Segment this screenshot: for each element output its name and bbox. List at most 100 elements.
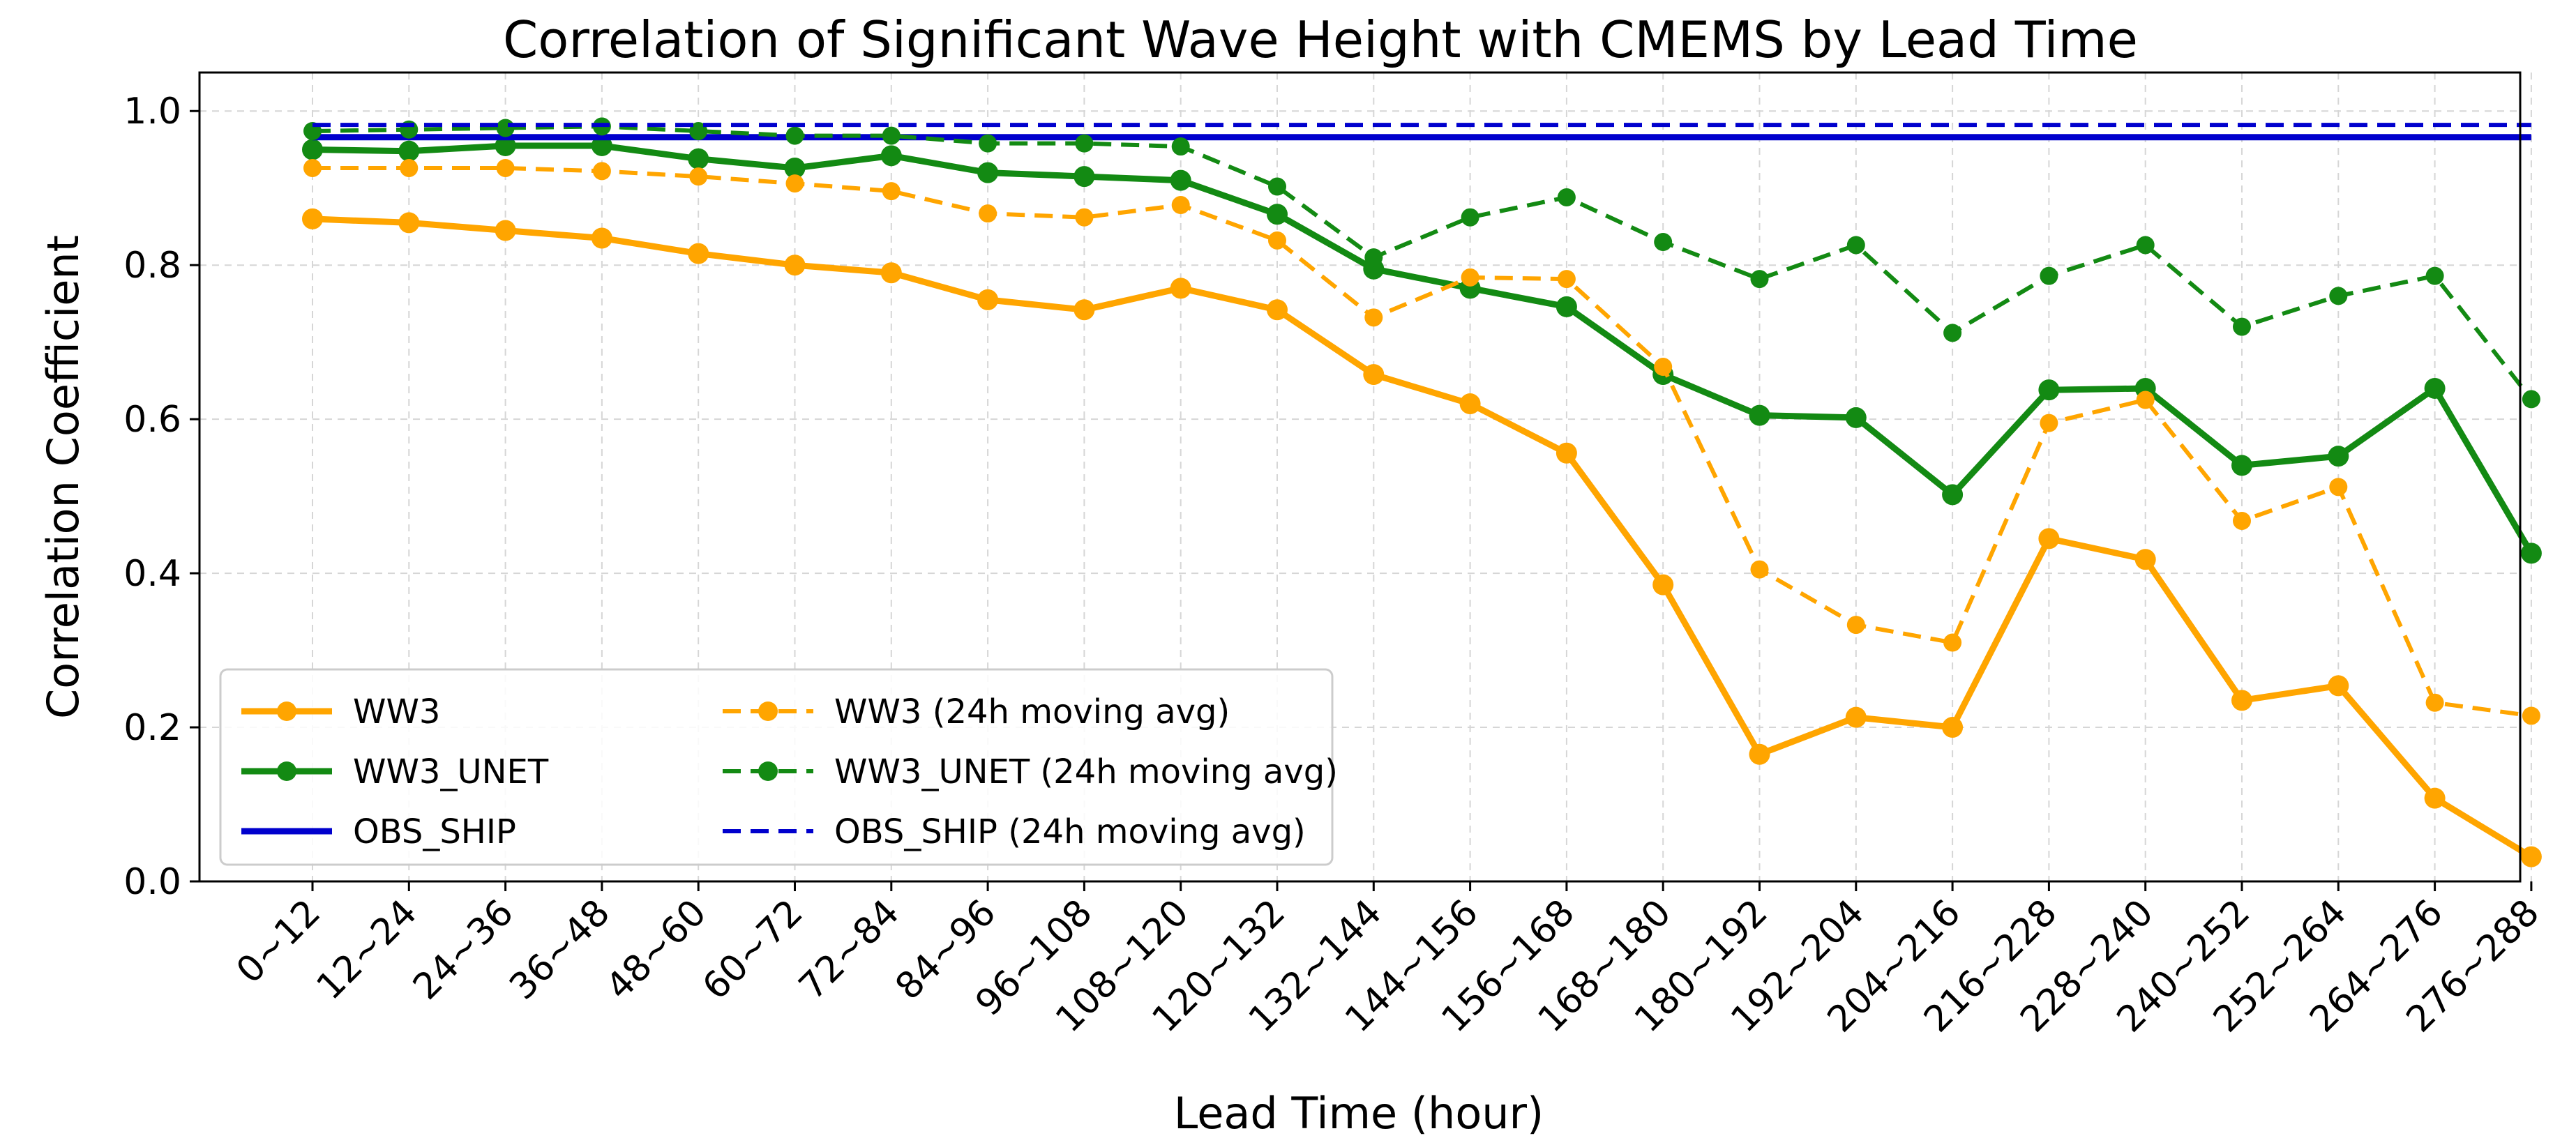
data-point-ww3-24h-moving-avg (2040, 414, 2058, 432)
data-point-ww3-unet-24h-moving-avg (2040, 266, 2058, 285)
data-point-ww3 (1749, 743, 1770, 765)
data-point-ww3-unet-24h-moving-avg (882, 126, 901, 145)
series-layer (302, 117, 2542, 867)
x-tick-label: 36~48 (502, 892, 618, 1008)
legend-label-obs-ship: OBS_SHIP (353, 812, 516, 851)
data-point-ww3 (2134, 549, 2156, 570)
data-point-ww3 (2038, 528, 2060, 549)
series-line-ww3 (312, 215, 2533, 860)
data-point-ww3 (398, 212, 420, 234)
data-point-ww3-unet (302, 139, 323, 160)
series-line-ww3-24h-moving-avg (312, 166, 2532, 718)
data-point-ww3-24h-moving-avg (1075, 208, 1094, 227)
data-point-ww3 (495, 220, 516, 241)
data-point-ww3-24h-moving-avg (2233, 511, 2251, 530)
data-point-ww3-24h-moving-avg (2329, 478, 2348, 496)
data-point-ww3 (1170, 278, 1191, 299)
data-point-ww3-24h-moving-avg (1268, 231, 1286, 250)
y-axis-label: Correlation Coefficient (38, 235, 89, 719)
data-point-ww3 (1845, 706, 1867, 728)
data-point-ww3-unet-24h-moving-avg (1750, 270, 1769, 289)
data-point-ww3-24h-moving-avg (1364, 308, 1383, 327)
data-point-ww3-unet-24h-moving-avg (1846, 236, 1865, 255)
data-point-ww3 (1459, 393, 1481, 415)
data-point-ww3 (784, 255, 806, 276)
data-point-ww3 (880, 262, 902, 284)
data-point-ww3-unet (2520, 543, 2542, 564)
data-point-ww3-unet (591, 135, 612, 156)
data-point-ww3-24h-moving-avg (2136, 390, 2155, 409)
data-point-ww3-24h-moving-avg (1557, 270, 1576, 289)
data-point-ww3-unet (1170, 169, 1191, 191)
x-tick-label: 24~36 (405, 892, 522, 1008)
data-point-ww3-unet-24h-moving-avg (785, 126, 804, 145)
data-point-ww3-unet-24h-moving-avg (2425, 266, 2444, 285)
data-point-ww3-unet (495, 135, 516, 156)
plot-frame (198, 71, 2522, 883)
y-tick-label: 0.8 (123, 245, 181, 287)
data-point-ww3 (2424, 787, 2446, 809)
data-point-ww3 (2328, 675, 2349, 697)
data-point-ww3-unet-24h-moving-avg (1943, 324, 1962, 342)
data-point-ww3-unet (2231, 455, 2252, 476)
data-point-ww3 (1074, 299, 1095, 321)
data-point-ww3-unet (2328, 446, 2349, 467)
y-axis: 0.0 0.2 0.4 0.6 0.8 1.0 (123, 91, 199, 903)
data-point-ww3-unet (2424, 377, 2446, 399)
data-point-ww3-unet-24h-moving-avg (1171, 137, 1190, 156)
data-point-ww3-unet-24h-moving-avg (2136, 236, 2155, 255)
legend-label-ww3-24h-moving-avg: WW3 (24h moving avg) (834, 692, 1230, 731)
legend-marker-ww3 (277, 702, 296, 721)
data-point-ww3-unet-24h-moving-avg (979, 134, 997, 153)
data-point-ww3 (2231, 690, 2252, 711)
legend-label-ww3: WW3 (353, 692, 440, 731)
data-point-ww3-unet-24h-moving-avg (1364, 248, 1383, 267)
data-point-ww3-24h-moving-avg (1943, 633, 1962, 652)
data-point-ww3-24h-moving-avg (1846, 616, 1865, 635)
data-point-ww3-24h-moving-avg (1654, 358, 1673, 377)
data-point-ww3-unet (1845, 407, 1867, 428)
legend-marker-ww3-unet (277, 761, 296, 781)
data-point-ww3 (1556, 442, 1577, 464)
x-tick-label: 12~24 (309, 892, 425, 1008)
grid (199, 73, 2532, 882)
data-point-ww3-unet (1556, 296, 1577, 317)
chart-title: Correlation of Significant Wave Height w… (503, 10, 2138, 69)
data-point-ww3-24h-moving-avg (592, 162, 611, 181)
data-point-ww3-unet-24h-moving-avg (1557, 188, 1576, 206)
data-point-ww3 (1363, 364, 1385, 386)
data-point-ww3-unet-24h-moving-avg (2329, 287, 2348, 305)
legend-label-obs-ship-24h-moving-avg: OBS_SHIP (24h moving avg) (834, 812, 1306, 851)
data-point-ww3-unet (398, 140, 420, 162)
data-point-ww3 (1652, 574, 1674, 596)
data-point-ww3-unet-24h-moving-avg (1461, 208, 1479, 227)
data-point-ww3 (302, 208, 323, 229)
data-point-ww3-24h-moving-avg (979, 204, 997, 223)
series-line-ww3-unet-24h-moving-avg (312, 124, 2533, 401)
data-point-ww3-unet (1942, 484, 1964, 506)
data-point-ww3-24h-moving-avg (400, 158, 419, 177)
data-point-ww3 (977, 289, 999, 310)
data-point-ww3-unet (1074, 166, 1095, 188)
data-point-ww3-24h-moving-avg (303, 158, 322, 177)
data-point-ww3 (591, 227, 612, 249)
data-point-ww3-24h-moving-avg (882, 182, 901, 201)
data-point-ww3 (2520, 846, 2542, 867)
data-point-ww3 (1942, 717, 1964, 738)
data-point-ww3-unet-24h-moving-avg (1075, 134, 1094, 153)
data-point-ww3-unet (880, 145, 902, 167)
data-point-ww3-24h-moving-avg (1171, 196, 1190, 215)
data-point-ww3 (688, 243, 709, 264)
legend-marker-ww3-unet-24h-moving-avg (758, 761, 778, 781)
x-axis-label: Lead Time (hour) (1174, 1088, 1544, 1139)
y-tick-label: 0.4 (123, 553, 181, 595)
x-tick-label: 72~84 (791, 892, 907, 1008)
data-point-ww3 (1267, 299, 1288, 321)
legend-marker-ww3-24h-moving-avg (758, 702, 778, 721)
y-tick-label: 0.2 (123, 707, 181, 749)
data-point-ww3-unet-24h-moving-avg (1654, 233, 1673, 252)
data-point-ww3-24h-moving-avg (2425, 693, 2444, 712)
x-axis: 0~1212~2424~3636~4848~6060~7272~8484~969… (229, 881, 2547, 1040)
y-tick-label: 0.0 (123, 861, 181, 903)
